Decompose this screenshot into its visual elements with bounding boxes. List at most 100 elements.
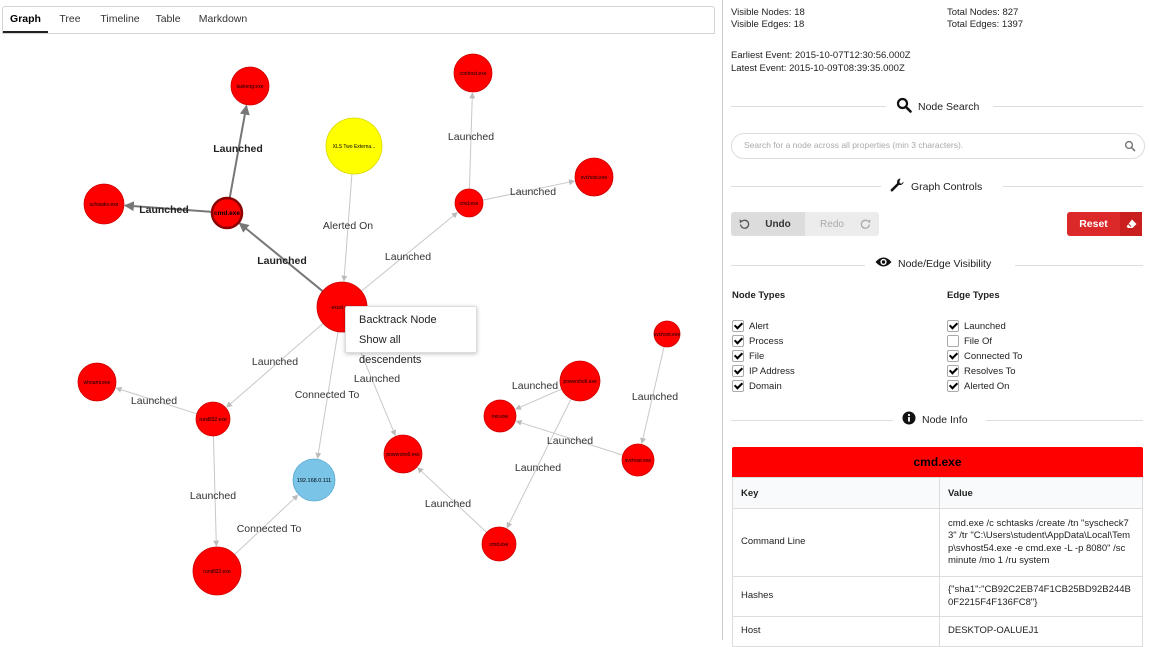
graph-node[interactable]: rundll32.exe	[195, 401, 231, 437]
search-icon[interactable]	[1124, 139, 1136, 157]
node-search-input[interactable]	[742, 139, 1116, 151]
node-label: XLS Two Externa...	[333, 144, 376, 150]
node-circle[interactable]	[210, 196, 244, 230]
node-label: net.exe	[492, 414, 509, 420]
graph-node[interactable]: svchost.exe	[653, 320, 681, 348]
edge-label: Launched	[510, 186, 556, 198]
node-circle[interactable]	[77, 362, 117, 402]
node-circle[interactable]	[230, 66, 270, 106]
node-search-box	[731, 133, 1145, 159]
graph-edge[interactable]	[468, 92, 476, 190]
node-circle[interactable]	[454, 188, 484, 218]
node-circle[interactable]	[325, 117, 383, 175]
node-label: rundll32.exe	[199, 417, 226, 423]
graph-edge[interactable]	[482, 179, 576, 201]
reset-button[interactable]: Reset	[1067, 212, 1142, 236]
edge-type-connected-to-checkbox[interactable]: Connected To	[947, 350, 1022, 362]
node-circle[interactable]	[483, 399, 517, 433]
checkbox	[947, 365, 959, 377]
graph-node[interactable]: rundll32.exe	[192, 546, 242, 596]
graph-node[interactable]: svchost.exe	[621, 443, 655, 477]
node-circle[interactable]	[481, 526, 517, 562]
node-type-ip-checkbox[interactable]: IP Address	[732, 365, 795, 377]
backtrack-node-item[interactable]: Backtrack Node	[359, 314, 437, 326]
tab-table[interactable]: Table	[155, 13, 181, 25]
redo-label: Redo	[820, 218, 844, 230]
graph-edge[interactable]	[341, 173, 353, 282]
node-circle[interactable]	[574, 157, 614, 197]
graph-edge[interactable]	[228, 104, 250, 199]
node-circle[interactable]	[383, 434, 423, 474]
graph-node[interactable]: schtasks.exe	[83, 183, 125, 225]
graph-node[interactable]: powershell.exe	[383, 434, 423, 474]
graph-node[interactable]: powershell.exe	[559, 360, 601, 402]
graph-edge[interactable]	[238, 222, 324, 292]
graph-node[interactable]: svchost.exe	[574, 157, 614, 197]
graph-edge[interactable]	[123, 201, 213, 213]
graph-edge[interactable]	[506, 398, 572, 529]
graph-edge[interactable]	[361, 212, 458, 292]
node-circle[interactable]	[559, 360, 601, 402]
graph-edge[interactable]	[212, 435, 220, 547]
node-circle[interactable]	[195, 401, 231, 437]
graph-node[interactable]: cmd.exe	[481, 526, 517, 562]
total-edges-stat: Total Edges: 1397	[947, 19, 1024, 30]
visibility-title: Node/Edge Visibility	[898, 257, 992, 270]
table-row: Command Line cmd.exe /c schtasks /create…	[732, 508, 1143, 577]
checkbox-label: IP Address	[749, 365, 795, 377]
checkbox	[947, 335, 959, 347]
graph-edge[interactable]	[226, 323, 324, 408]
graph-edge[interactable]	[234, 494, 299, 555]
graph-controls-header: Graph Controls	[731, 177, 1143, 195]
table-row: Hashes {"sha1":"CB92C2EB74F1CB25BD92B244…	[732, 576, 1143, 617]
graph-node[interactable]: taskeng.exe	[230, 66, 270, 106]
node-label: svchost.exe	[654, 332, 681, 338]
node-type-process-checkbox[interactable]: Process	[732, 335, 783, 347]
graph-node[interactable]: whoami.exe	[77, 362, 117, 402]
node-type-domain-checkbox[interactable]: Domain	[732, 380, 782, 392]
edge-type-resolves-to-checkbox[interactable]: Resolves To	[947, 365, 1016, 377]
node-circle[interactable]	[653, 320, 681, 348]
checkbox	[732, 350, 744, 362]
pane-divider[interactable]	[722, 0, 723, 640]
show-descendents-item[interactable]: Show all descendents	[359, 334, 422, 366]
graph-node[interactable]: XLS Two Externa...	[325, 117, 383, 175]
checkbox-label: File	[749, 350, 765, 362]
checkbox-label: Connected To	[964, 350, 1023, 362]
node-circle[interactable]	[453, 53, 493, 93]
edge-label: Launched	[213, 143, 263, 155]
row-key: Host	[732, 616, 940, 647]
edge-type-file-of-checkbox[interactable]: File Of	[947, 335, 992, 347]
node-circle[interactable]	[621, 443, 655, 477]
graph-node[interactable]: 192.168.0.111	[292, 458, 336, 502]
node-label: svchost.exe	[581, 175, 608, 181]
node-info-table: Key Value Command Line cmd.exe /c schtas…	[732, 477, 1143, 647]
tab-graph[interactable]: Graph	[3, 7, 48, 33]
node-type-file-checkbox[interactable]: File	[732, 350, 764, 362]
graph-canvas[interactable]: Launched Launched Launched Alerted On Launch…	[0, 33, 720, 640]
graph-edge[interactable]	[315, 331, 339, 459]
graph-edge[interactable]	[640, 346, 665, 445]
graph-edge[interactable]	[515, 388, 562, 410]
node-type-alert-checkbox[interactable]: Alert	[732, 320, 769, 332]
tab-tree[interactable]: Tree	[59, 13, 81, 25]
graph-edge[interactable]	[115, 386, 197, 415]
tab-markdown[interactable]: Markdown	[198, 13, 248, 25]
graph-node[interactable]: cmd.exe	[210, 196, 244, 230]
undo-button[interactable]: Undo	[731, 212, 805, 236]
graph-edge[interactable]	[417, 467, 487, 533]
graph-node[interactable]: net.exe	[483, 399, 517, 433]
node-circle[interactable]	[83, 183, 125, 225]
node-info-header: Node Info	[731, 411, 1143, 429]
tab-timeline[interactable]: Timeline	[100, 13, 140, 25]
checkbox-label: Launched	[964, 320, 1006, 332]
graph-node[interactable]: cmd.exe	[454, 188, 484, 218]
graph-edge[interactable]	[515, 419, 623, 456]
graph-node[interactable]: conhost.exe	[453, 53, 493, 93]
node-circle[interactable]	[192, 546, 242, 596]
visible-edges-stat: Visible Edges: 18	[731, 19, 805, 30]
edge-type-alerted-on-checkbox[interactable]: Alerted On	[947, 380, 1009, 392]
edge-type-launched-checkbox[interactable]: Launched	[947, 320, 1006, 332]
redo-button[interactable]: Redo	[805, 212, 879, 236]
node-circle[interactable]	[292, 458, 336, 502]
